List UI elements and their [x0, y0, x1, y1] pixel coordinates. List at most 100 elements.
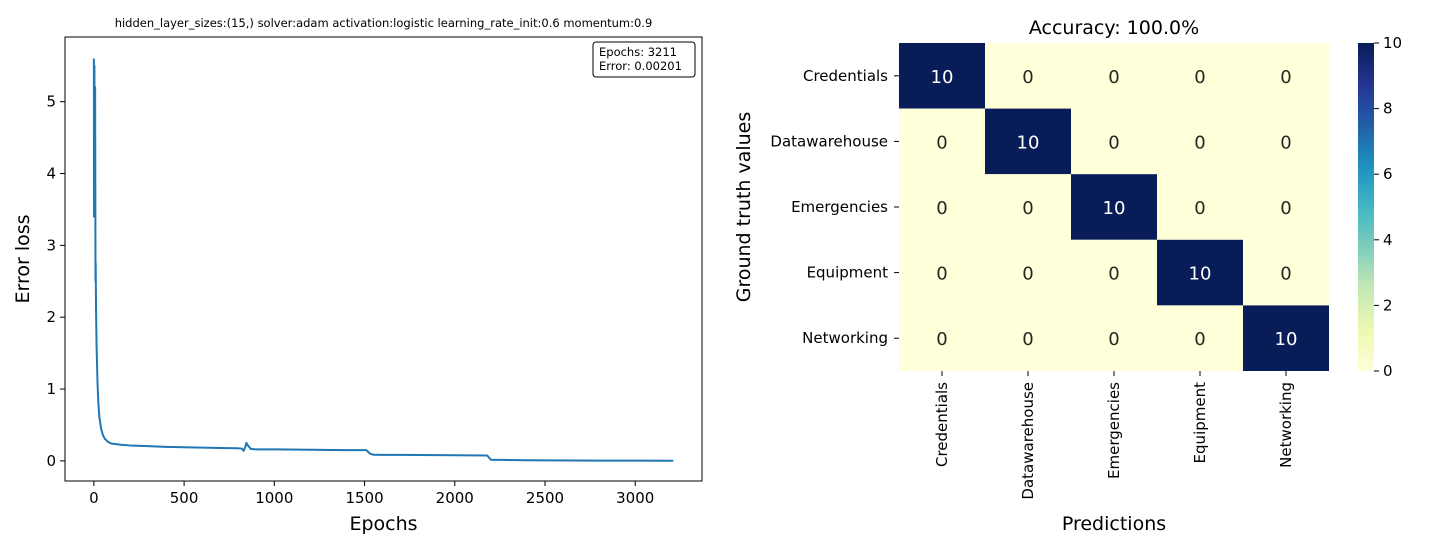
- x-tick-label: 500: [170, 489, 199, 507]
- heatmap-cell-value: 10: [1189, 264, 1212, 285]
- loss-series-line: [92, 58, 674, 462]
- heatmap-cell: [985, 174, 1071, 240]
- column-label: Networking: [1277, 382, 1295, 468]
- heatmap-title: Accuracy: 100.0%: [1029, 17, 1199, 39]
- heatmap-cell: [899, 174, 985, 240]
- heatmap-cell: [985, 239, 1071, 306]
- heatmap-cell: [899, 108, 985, 175]
- heatmap-cell: [1243, 305, 1329, 371]
- y-tick-label: 0: [46, 452, 56, 470]
- heatmap-cell-value: 10: [1275, 329, 1298, 350]
- x-tick-label: 1500: [345, 489, 383, 507]
- heatmap-cell-value: 0: [1022, 329, 1033, 350]
- y-tick-label: 1: [46, 380, 56, 398]
- heatmap-cell: [1071, 239, 1157, 306]
- column-label: Datawarehouse: [1019, 382, 1037, 500]
- colorbar: [1358, 43, 1374, 371]
- heatmap-cell-value: 0: [1280, 198, 1291, 219]
- colorbar-tick-label: 10: [1383, 34, 1402, 52]
- heatmap-cell: [1243, 43, 1329, 109]
- row-label: Emergencies: [791, 198, 888, 216]
- row-labels: Credentials Datawarehouse Emergencies Equip…: [770, 67, 899, 347]
- heatmap-cell: [985, 43, 1071, 109]
- heatmap-cell: [1071, 305, 1157, 371]
- heatmap-cell-value: 0: [936, 198, 947, 219]
- heatmap-cell: [1071, 108, 1157, 175]
- x-tick-label: 3000: [616, 489, 654, 507]
- heatmap-cell: [899, 305, 985, 371]
- y-tick-label: 4: [46, 165, 56, 183]
- heatmap-cell: [1157, 239, 1243, 306]
- x-tick-label: 2000: [436, 489, 474, 507]
- heatmap-cell: [1157, 305, 1243, 371]
- loss-chart-title: hidden_layer_sizes:(15,) solver:adam act…: [115, 16, 653, 30]
- heatmap-cell: [985, 305, 1071, 371]
- x-tick-label: 2500: [526, 489, 564, 507]
- heatmap-cell: [1243, 108, 1329, 175]
- legend-epochs-text: Epochs: 3211: [599, 45, 677, 59]
- heatmap-cell: [1071, 43, 1157, 109]
- heatmap-cell: [899, 43, 985, 109]
- x-axis-label: Epochs: [349, 513, 417, 535]
- heatmap-cell-value: 0: [1280, 132, 1291, 153]
- loss-chart: hidden_layer_sizes:(15,) solver:adam act…: [12, 16, 703, 535]
- heatmap-cell: [985, 108, 1071, 175]
- row-label: Datawarehouse: [770, 132, 888, 150]
- colorbar-tick-label: 6: [1383, 165, 1393, 183]
- heatmap-cell-value: 0: [1280, 264, 1291, 285]
- x-tick-label: 1000: [255, 489, 293, 507]
- heatmap-cell: [1071, 174, 1157, 240]
- x-tick-label: 0: [89, 489, 99, 507]
- column-label: Emergencies: [1105, 382, 1123, 479]
- heatmap-cell-value: 0: [1194, 67, 1205, 88]
- plot-area-frame: [64, 36, 703, 482]
- heatmap-cell-value: 0: [936, 329, 947, 350]
- heatmap-cell: [1157, 174, 1243, 240]
- heatmap-cell-value: 10: [931, 67, 954, 88]
- heatmap-cell: [1157, 43, 1243, 109]
- heatmap-cells: 10 0 0 0 0 0 10 0 0 0 0 0 10 0 0 0 0 0 10 0 0 0 0 0 10: [899, 43, 1329, 371]
- colorbar-tick-label: 4: [1383, 231, 1393, 249]
- y-axis-label: Error loss: [12, 214, 34, 303]
- heatmap-cell-value: 0: [936, 132, 947, 153]
- colorbar-tick-label: 0: [1383, 362, 1393, 380]
- heatmap-x-axis-label: Predictions: [1062, 513, 1166, 535]
- confusion-matrix: Accuracy: 100.0% 10 0 0 0 00 10 0 0 00 0 10 0 00 0 0 10…: [733, 17, 1402, 535]
- heatmap-cell: [1157, 108, 1243, 175]
- heatmap-cell: [1243, 174, 1329, 240]
- heatmap-y-axis-label: Ground truth values: [733, 112, 755, 303]
- colorbar-tick-label: 8: [1383, 100, 1393, 118]
- heatmap-cell: [899, 239, 985, 306]
- column-label: Equipment: [1191, 382, 1209, 464]
- colorbar-ticks: 0 2 4 6 8 10: [1374, 34, 1402, 380]
- legend-error-text: Error: 0.00201: [599, 59, 682, 73]
- y-tick-label: 2: [46, 308, 56, 326]
- heatmap-cell-value: 0: [1108, 329, 1119, 350]
- heatmap-cell-value: 0: [1194, 198, 1205, 219]
- x-axis: 0 500 1000 1500 2000 2500 3000: [89, 481, 654, 507]
- column-labels: Credentials Datawarehouse Emergencies Equip…: [933, 371, 1295, 500]
- heatmap-cell-value: 0: [1108, 264, 1119, 285]
- heatmap-cell: [1243, 239, 1329, 306]
- heatmap-cell-value: 0: [1280, 67, 1291, 88]
- heatmap-cell-value: 10: [1017, 132, 1040, 153]
- heatmap-cell-value: 0: [1022, 198, 1033, 219]
- heatmap-cell-value: 0: [1108, 132, 1119, 153]
- y-tick-label: 3: [46, 236, 56, 254]
- column-label: Credentials: [933, 382, 951, 467]
- y-tick-label: 5: [46, 93, 56, 111]
- heatmap-cell-value: 0: [1194, 329, 1205, 350]
- row-label: Credentials: [803, 67, 888, 85]
- row-label: Equipment: [807, 264, 889, 282]
- colorbar-tick-label: 2: [1383, 296, 1393, 314]
- heatmap-cell-value: 0: [1022, 67, 1033, 88]
- heatmap-cell-value: 10: [1103, 198, 1126, 219]
- y-axis: 0 1 2 3 4 5: [46, 93, 65, 470]
- heatmap-cell-value: 0: [936, 264, 947, 285]
- heatmap-cell-value: 0: [1108, 67, 1119, 88]
- stats-legend-box: Epochs: 3211 Error: 0.00201: [592, 41, 696, 78]
- heatmap-cell-value: 0: [1194, 132, 1205, 153]
- row-label: Networking: [802, 329, 888, 347]
- heatmap-cell-value: 0: [1022, 264, 1033, 285]
